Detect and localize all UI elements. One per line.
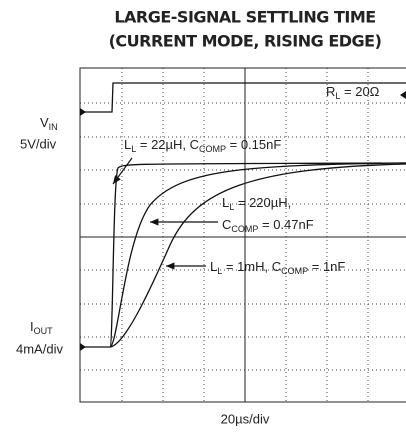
traces — [80, 82, 406, 351]
vin-label: VIN — [40, 115, 58, 132]
chart-title: LARGE-SIGNAL SETTLING TIME — [114, 8, 375, 27]
iout-label: IOUT — [30, 319, 53, 336]
trace-label: LL = 1mH, CCOMP = 1nF — [210, 259, 345, 276]
load-label: RL = 20Ω — [326, 84, 380, 101]
arrow — [112, 157, 133, 185]
time-scale: 20µs/div — [221, 411, 270, 426]
trace-label: CCOMP = 0.47nF — [222, 217, 314, 234]
grid — [79, 67, 406, 403]
trace-label: LL = 220µH, — [222, 195, 291, 212]
chart-title: (CURRENT MODE, RISING EDGE) — [109, 32, 382, 51]
trace-label: LL = 22µH, CCOMP = 0.15nF — [124, 137, 281, 154]
part-code: MAX15500 toc30 — [308, 55, 377, 65]
iout-scale: 4mA/div — [16, 341, 63, 356]
vin-scale: 5V/div — [20, 136, 57, 151]
